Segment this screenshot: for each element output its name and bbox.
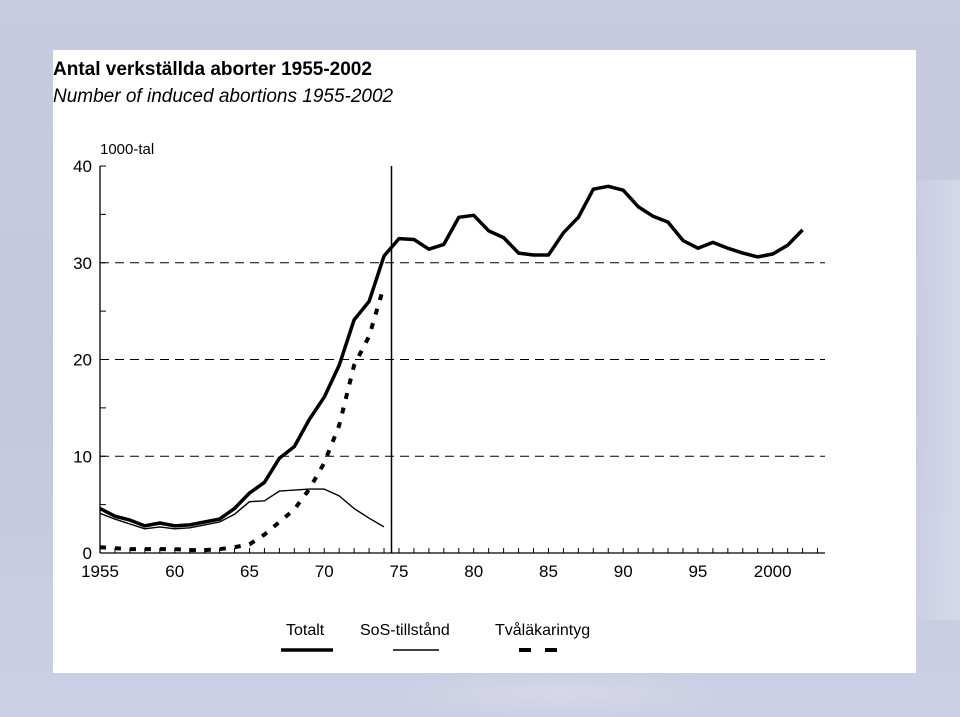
chart-title: Antal verkställda aborter 1955-2002 [53,59,372,80]
y-axis-unit-label: 1000-tal [100,141,154,158]
line-chart: 0 10 20 30 40 1955 60 65 70 75 80 85 90 95 2000 Totalt… [73,141,825,652]
legend-label: SoS-tillstånd [360,621,450,639]
legend-label: Totalt [286,622,325,639]
x-tick-label: 2000 [754,562,792,581]
axis-layer: 0 10 20 30 40 1955 60 65 70 75 80 85 90 95 2000 [73,157,825,581]
x-tick-label: 65 [240,562,259,581]
legend-label: Tvåläkarintyg [495,621,590,639]
y-tick-label: 40 [73,157,92,176]
series-line-sos-tillst-nd [99,488,385,530]
legend-layer: Totalt SoS-tillstånd Tvåläkarintyg [281,621,590,652]
series-line-totalt [99,184,804,528]
chart-panel: Antal verkställda aborter 1955-2002 Numb… [53,50,916,673]
y-tick-label: 30 [73,254,92,273]
y-tick-label: 10 [73,447,92,466]
x-tick-label: 60 [165,562,184,581]
y-tick-label: 20 [73,351,92,370]
x-tick-label: 80 [464,562,483,581]
background-decoration-bottom [380,671,740,717]
x-tick-label: 85 [539,562,558,581]
x-tick-label: 95 [688,562,707,581]
series-layer [99,184,804,553]
x-tick-label: 1955 [81,562,119,581]
y-tick-label: 0 [83,544,92,563]
x-tick-label: 70 [315,562,334,581]
x-tick-label: 90 [614,562,633,581]
series-line-tv-l-karintyg [99,285,386,553]
grid-layer [100,262,825,457]
x-tick-label: 75 [390,562,409,581]
chart-subtitle: Number of induced abortions 1955-2002 [53,86,394,107]
